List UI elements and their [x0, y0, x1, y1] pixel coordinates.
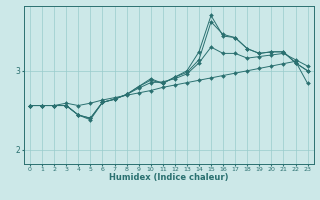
X-axis label: Humidex (Indice chaleur): Humidex (Indice chaleur) [109, 173, 228, 182]
